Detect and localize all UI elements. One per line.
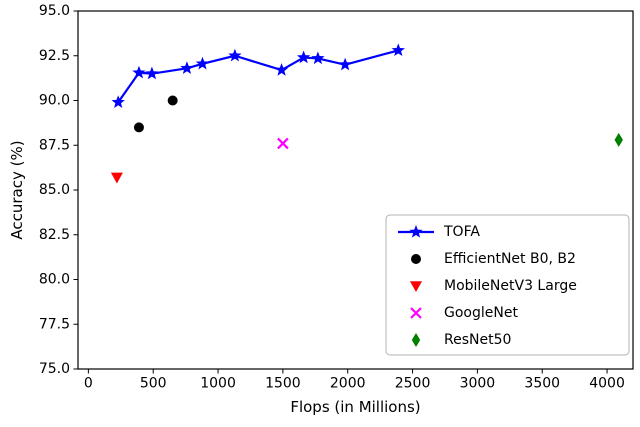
star-marker	[274, 63, 289, 76]
y-tick-label: 90.0	[39, 93, 70, 109]
legend-entry: GoogleNet	[410, 305, 518, 321]
series-resnet50	[614, 132, 623, 147]
legend-entry: TOFA	[398, 224, 480, 240]
y-tick-label: 80.0	[39, 272, 70, 288]
x-tick-label: 2500	[395, 376, 431, 392]
legend-entry: EfficientNet B0, B2	[411, 251, 576, 267]
plot-border	[77, 10, 634, 370]
star-marker	[111, 95, 125, 108]
star-marker	[180, 61, 194, 74]
circle-marker	[133, 122, 144, 133]
y-tick-label: 75.0	[39, 361, 70, 377]
y-tick-label: 87.5	[39, 137, 70, 153]
y-tick-label: 92.5	[39, 48, 70, 64]
star-marker	[145, 66, 159, 80]
x-tick-label: 500	[140, 376, 167, 392]
legend-label: MobileNetV3 Large	[444, 278, 577, 294]
circle-marker	[411, 254, 421, 264]
series-tofa	[111, 43, 405, 108]
legend-box	[385, 214, 630, 356]
y-tick-label: 95.0	[39, 3, 70, 19]
x-axis-label: Flops (in Millions)	[290, 398, 421, 416]
star-marker	[311, 51, 325, 65]
series-googlenet	[277, 137, 289, 150]
x-tick-label: 1000	[200, 376, 236, 392]
circle-marker	[167, 95, 178, 106]
series-mobilenetv3-large	[110, 172, 123, 184]
legend-label: GoogleNet	[444, 305, 518, 321]
triangle-down-marker	[110, 172, 123, 184]
y-tick-label: 85.0	[39, 182, 70, 198]
legend-label: ResNet50	[444, 332, 511, 348]
star-marker	[338, 57, 352, 71]
x-marker	[277, 137, 289, 150]
legend-label: EfficientNet B0, B2	[444, 251, 576, 267]
thin-diamond-marker	[411, 333, 421, 347]
triangle-down-marker	[410, 281, 422, 292]
x-tick-label: 3000	[460, 376, 496, 392]
star-marker	[132, 65, 146, 79]
legend-entry: ResNet50	[411, 332, 511, 348]
star-marker	[391, 43, 405, 57]
y-axis-label: Accuracy (%)	[8, 140, 26, 240]
x-tick-label: 4000	[589, 376, 625, 392]
legend: TOFA EfficientNet B0, B2 MobileNetV3 Large…	[385, 214, 630, 356]
y-tick-label: 77.5	[39, 316, 70, 332]
y-tick-label: 82.5	[39, 227, 70, 243]
x-tick-label: 0	[84, 376, 93, 392]
series-line	[117, 49, 399, 103]
star-marker	[409, 225, 423, 238]
series-efficientnet-b0-b2	[133, 95, 178, 133]
thin-diamond-marker	[614, 132, 623, 147]
star-marker	[228, 48, 242, 62]
x-marker	[410, 307, 422, 319]
axes: 0 500 1000 1500 2000 2500 3000 3500 4000 75.0 77.5…	[39, 3, 625, 392]
legend-label: TOFA	[443, 224, 480, 240]
x-tick-label: 1500	[265, 376, 301, 392]
star-marker	[296, 50, 311, 64]
star-marker	[195, 56, 210, 70]
legend-entry: MobileNetV3 Large	[410, 278, 577, 294]
x-tick-label: 3500	[524, 376, 560, 392]
x-tick-label: 2000	[330, 376, 366, 392]
